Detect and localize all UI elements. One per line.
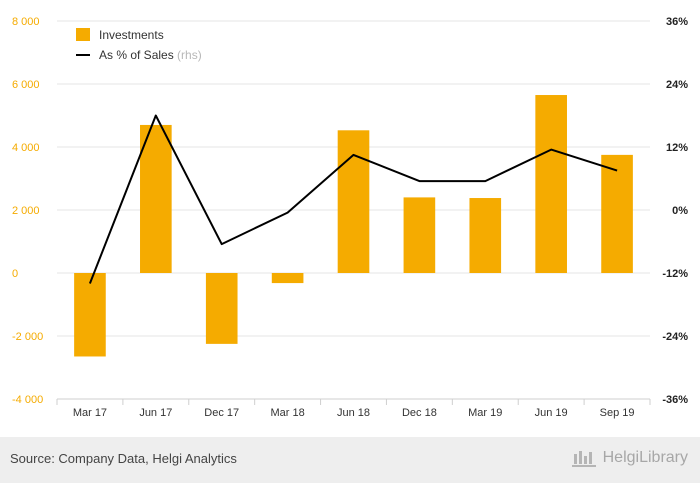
- y-tick-label-left: 4 000: [12, 142, 40, 154]
- y-tick-label-left: 8 000: [12, 16, 40, 28]
- x-tick-label: Jun 18: [337, 407, 370, 419]
- x-tick-label: Dec 17: [204, 407, 239, 419]
- x-tick-label: Mar 19: [468, 407, 502, 419]
- x-tick-label: Jun 19: [535, 407, 568, 419]
- y-tick-label-left: 2 000: [12, 205, 40, 217]
- bar: [601, 154, 633, 273]
- x-tick-label: Jun 17: [139, 407, 172, 419]
- bar: [205, 273, 238, 344]
- source-text: Source: Company Data, Helgi Analytics: [10, 451, 237, 466]
- bar: [535, 95, 567, 274]
- bar: [403, 197, 436, 273]
- bar: [337, 130, 370, 273]
- bar: [271, 273, 304, 284]
- brand-logo: HelgiLibrary: [571, 448, 688, 468]
- bar: [140, 124, 172, 273]
- y-tick-label-left: 6 000: [12, 79, 40, 91]
- y-tick-label-right: 12%: [666, 142, 688, 154]
- legend-rhs-suffix: (rhs): [177, 48, 202, 62]
- y-tick-label-right: -24%: [662, 331, 688, 343]
- brand-name: HelgiLibrary: [602, 449, 688, 466]
- x-tick-label: Dec 18: [402, 407, 437, 419]
- legend-label-pct-sales: As % of Sales (rhs): [99, 48, 202, 62]
- series-line: [88, 114, 618, 284]
- bar: [469, 198, 502, 273]
- legend-bar-swatch: [76, 28, 90, 41]
- y-tick-label-left: -4 000: [12, 394, 43, 406]
- y-tick-label-right: -36%: [662, 394, 688, 406]
- y-tick-label-right: -12%: [662, 268, 688, 280]
- library-icon: [571, 451, 596, 467]
- y-tick-label-left: 0: [12, 268, 18, 280]
- x-tick-label: Mar 17: [73, 407, 107, 419]
- y-tick-label-right: 36%: [666, 16, 688, 28]
- bar: [74, 273, 106, 357]
- x-tick-label: Mar 18: [270, 407, 304, 419]
- y-tick-label-right: 24%: [666, 79, 688, 91]
- legend-label-investments: Investments: [99, 28, 164, 42]
- x-tick-label: Sep 19: [600, 407, 635, 419]
- footer: Source: Company Data, Helgi Analytics He…: [0, 437, 700, 483]
- y-tick-label-right: 0%: [672, 205, 688, 217]
- y-tick-label-left: -2 000: [12, 331, 43, 343]
- chart-svg: -4 000 -36% -2 000 -24% 0 -12% 2 000 0% 4 000 12%…: [12, 16, 688, 419]
